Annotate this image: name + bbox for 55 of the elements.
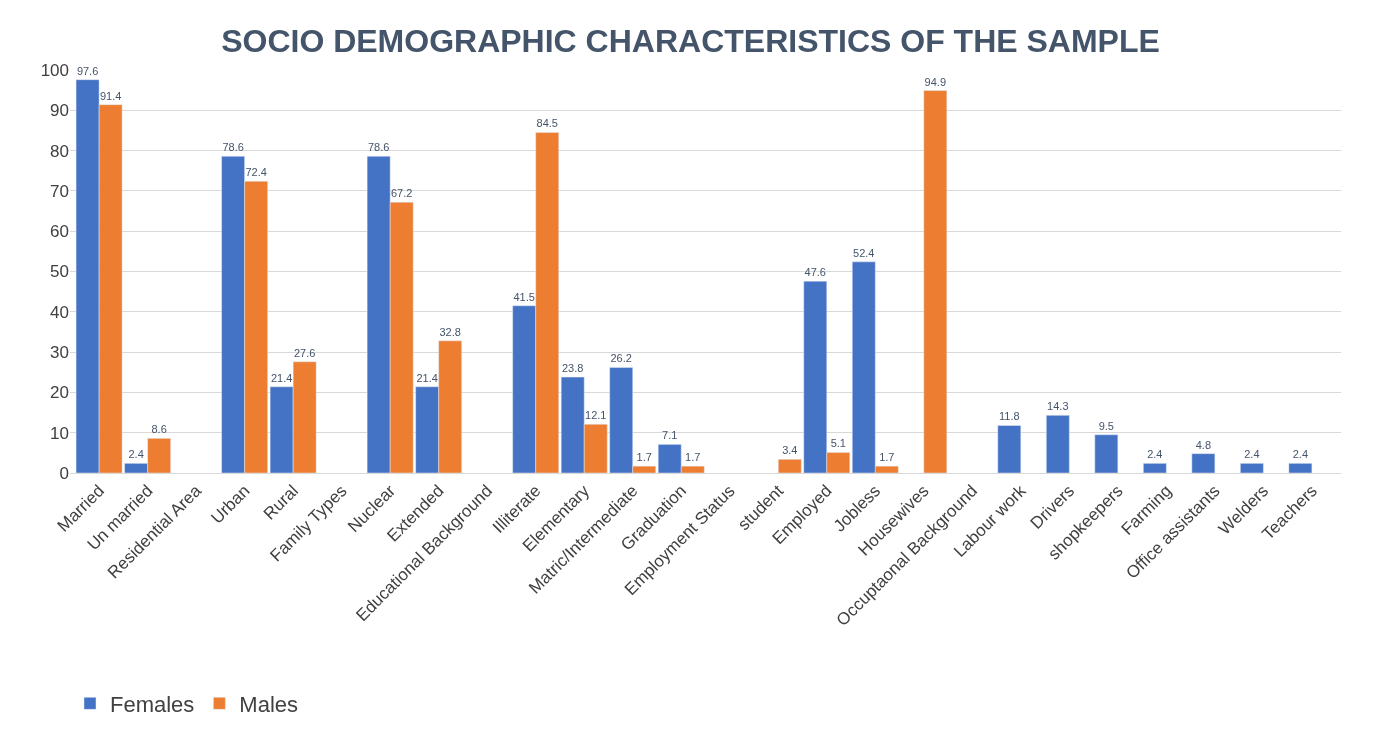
legend-label: Females bbox=[110, 691, 195, 717]
data-label: 78.6 bbox=[367, 141, 390, 154]
data-label: 67.2 bbox=[390, 187, 413, 200]
data-label: 2.4 bbox=[128, 448, 144, 461]
legend-label: Males bbox=[239, 691, 299, 717]
data-label: 97.6 bbox=[76, 64, 99, 77]
y-tick-label: 30 bbox=[50, 343, 69, 363]
data-label: 5.1 bbox=[830, 437, 846, 450]
bar bbox=[1240, 463, 1264, 473]
bar bbox=[1191, 453, 1216, 473]
bar bbox=[1094, 434, 1119, 473]
data-label: 3.4 bbox=[782, 444, 798, 457]
data-label: 14.3 bbox=[1047, 400, 1069, 413]
data-label: 1.7 bbox=[685, 451, 701, 464]
data-label: 78.6 bbox=[222, 141, 244, 154]
bar bbox=[1288, 463, 1313, 473]
y-tick-label: 60 bbox=[50, 222, 69, 242]
y-tick-label: 80 bbox=[50, 141, 69, 161]
data-label: 72.4 bbox=[245, 166, 267, 179]
y-tick-label: 100 bbox=[40, 60, 69, 80]
data-label: 12.1 bbox=[585, 409, 607, 422]
data-label: 2.4 bbox=[1244, 448, 1260, 461]
y-tick-label: 50 bbox=[50, 262, 69, 282]
data-label: 1.7 bbox=[879, 451, 895, 464]
data-label: 2.4 bbox=[1147, 448, 1163, 461]
y-tick-label: 40 bbox=[50, 302, 69, 322]
data-label: 9.5 bbox=[1098, 419, 1114, 432]
data-label: 47.6 bbox=[804, 266, 826, 279]
data-label: 1.7 bbox=[636, 451, 652, 464]
data-label: 21.4 bbox=[270, 371, 293, 384]
data-label: 11.8 bbox=[999, 410, 1020, 423]
y-tick-label: 10 bbox=[50, 423, 69, 443]
data-label: 94.9 bbox=[924, 75, 947, 88]
bar bbox=[923, 90, 948, 473]
y-tick-label: 20 bbox=[50, 383, 69, 403]
data-label: 23.8 bbox=[561, 362, 584, 375]
bar bbox=[1046, 415, 1070, 473]
data-label: 41.5 bbox=[513, 290, 535, 303]
chart-title: SOCIO DEMOGRAPHIC CHARACTERISTICS OF THE SAMPLE bbox=[221, 22, 1160, 59]
data-label: 91.4 bbox=[99, 89, 122, 102]
data-label: 8.6 bbox=[151, 423, 167, 436]
bar bbox=[1143, 463, 1167, 473]
bar bbox=[997, 425, 1022, 473]
data-label: 52.4 bbox=[853, 246, 875, 259]
y-tick-label: 0 bbox=[59, 463, 69, 483]
data-label: 21.4 bbox=[416, 371, 438, 384]
y-tick-label: 70 bbox=[50, 181, 69, 201]
data-label: 84.5 bbox=[536, 117, 558, 130]
data-label: 7.1 bbox=[662, 429, 678, 442]
data-label: 4.8 bbox=[1195, 438, 1211, 451]
data-label: 26.2 bbox=[610, 352, 632, 365]
data-label: 2.4 bbox=[1292, 448, 1309, 461]
data-label: 27.6 bbox=[293, 346, 316, 359]
y-tick-label: 90 bbox=[50, 101, 69, 121]
data-label: 32.8 bbox=[439, 325, 461, 338]
